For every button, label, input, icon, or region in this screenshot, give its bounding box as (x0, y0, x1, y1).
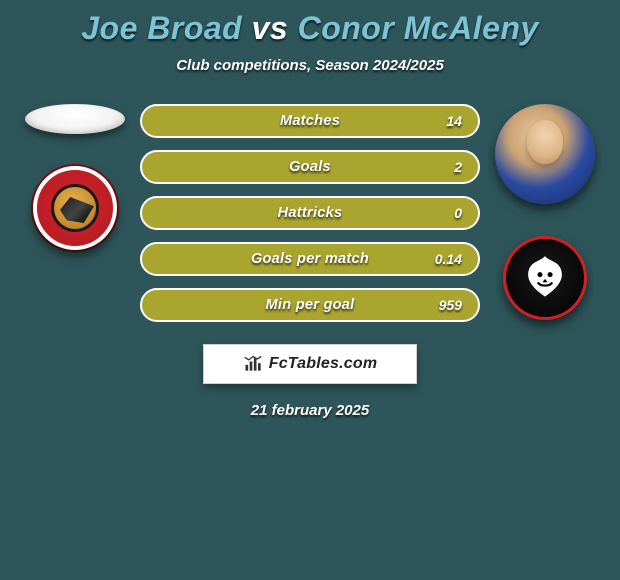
stat-label: Min per goal (266, 297, 355, 313)
title-player2: Conor McAleny (298, 10, 539, 46)
club-crest-salford (503, 236, 587, 320)
stat-label: Matches (280, 113, 340, 129)
title-player1: Joe Broad (81, 10, 242, 46)
stat-bar-goals-per-match: Goals per match 0.14 (140, 242, 480, 276)
stat-bar-hattricks: Hattricks 0 (140, 196, 480, 230)
stat-bar-matches: Matches 14 (140, 104, 480, 138)
stat-value: 959 (439, 297, 462, 313)
branding-text: FcTables.com (269, 355, 378, 373)
stat-value: 2 (454, 159, 462, 175)
page-title: Joe Broad vs Conor McAleny (0, 10, 620, 47)
player2-photo (495, 104, 595, 204)
stat-bar-min-per-goal: Min per goal 959 (140, 288, 480, 322)
bar-chart-icon (243, 354, 263, 374)
stat-label: Goals per match (251, 251, 369, 267)
comparison-card: Joe Broad vs Conor McAleny Club competit… (0, 0, 620, 580)
date-label: 21 february 2025 (0, 402, 620, 419)
stat-bar-goals: Goals 2 (140, 150, 480, 184)
subtitle: Club competitions, Season 2024/2025 (0, 57, 620, 74)
stat-value: 14 (446, 113, 462, 129)
club-crest-walsall (33, 166, 117, 250)
right-column (490, 100, 600, 320)
lion-icon (518, 251, 572, 305)
content-row: Matches 14 Goals 2 Hattricks 0 Goals per… (0, 100, 620, 322)
stat-label: Goals (289, 159, 331, 175)
stat-bars: Matches 14 Goals 2 Hattricks 0 Goals per… (140, 100, 480, 322)
branding-box: FcTables.com (203, 344, 417, 384)
stat-value: 0 (454, 205, 462, 221)
title-vs: vs (252, 10, 289, 46)
stat-label: Hattricks (278, 205, 343, 221)
left-column (20, 100, 130, 250)
player1-placeholder (25, 104, 125, 134)
walsall-inner-icon (51, 184, 99, 232)
stat-value: 0.14 (435, 251, 462, 267)
